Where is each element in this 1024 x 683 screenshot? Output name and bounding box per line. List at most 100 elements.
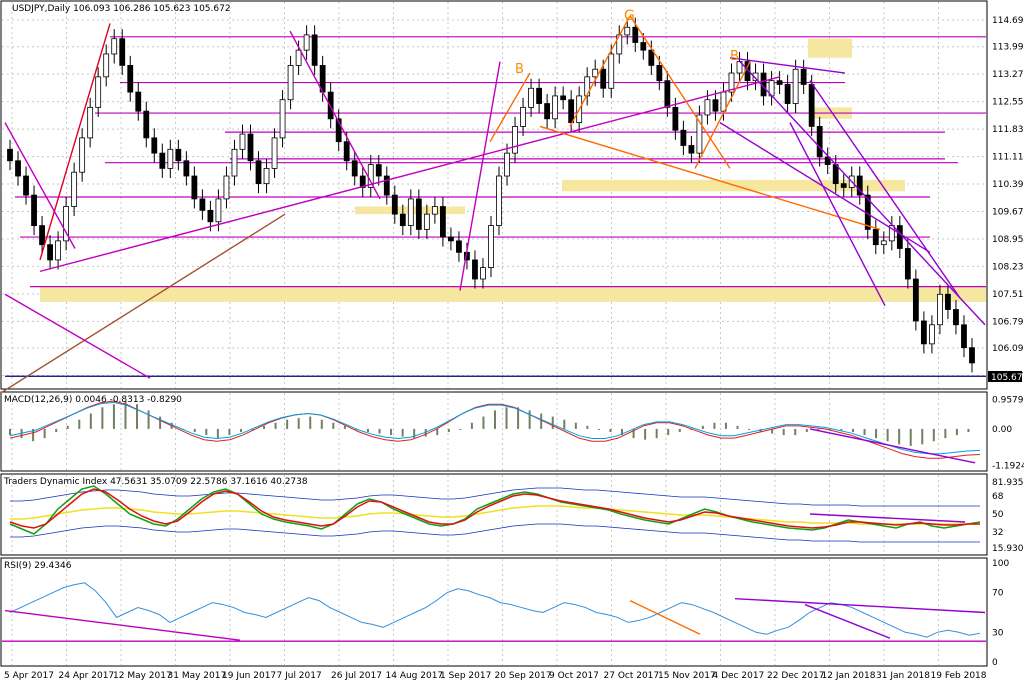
candle-body (568, 99, 575, 124)
supply-demand-zone (808, 38, 852, 58)
macd-bar (482, 416, 485, 429)
candle-body (39, 225, 45, 246)
macd-tick-label: 0.00 (992, 425, 1012, 435)
candle-body (407, 198, 414, 227)
tdi-tick-label: 68 (992, 492, 1004, 502)
candle-body (343, 141, 350, 162)
tdi-signal-line (9, 488, 980, 529)
candle-body (423, 213, 430, 230)
candle-body (127, 65, 134, 93)
candle-body (824, 156, 831, 165)
x-tick-label: 31 May 2017 (168, 671, 227, 681)
candle-body (792, 68, 799, 104)
candle-body (600, 68, 607, 89)
trendline (694, 61, 751, 169)
candle-body (784, 84, 791, 104)
candle-body (79, 137, 86, 173)
trendline (719, 122, 931, 253)
macd-bar (517, 407, 520, 429)
candle-body (95, 76, 102, 108)
candle-body (856, 175, 863, 196)
tdi-tick-label: 81.935 (992, 478, 1024, 488)
macd-bar (967, 428, 970, 432)
candle-body (520, 106, 526, 127)
candle-body (311, 34, 318, 66)
candle-body (223, 175, 230, 200)
candle-body (688, 145, 695, 154)
rsi-line (9, 582, 981, 638)
macd-bar (678, 428, 681, 432)
candle-body (439, 206, 446, 238)
candle-body (728, 72, 735, 93)
candle-body (383, 175, 390, 196)
trendline (289, 30, 381, 200)
candle-body (456, 240, 462, 253)
trendlines (0, 15, 986, 395)
candle-body (624, 26, 631, 36)
macd-bar (586, 425, 589, 429)
tdi-trendline (809, 513, 966, 523)
macd-signal-line (9, 400, 981, 459)
macd-bar (655, 428, 658, 439)
macd-bar (390, 428, 393, 436)
price-tick-label: 110.390 (992, 180, 1024, 190)
candle-body (167, 148, 174, 169)
macd-bar (447, 428, 450, 432)
macd-bar (136, 404, 139, 429)
macd-bar (551, 416, 554, 429)
candle-body (87, 106, 94, 139)
macd-bar (771, 428, 774, 434)
macd-bar (112, 404, 115, 429)
macd-indicator: 0.9579 0.00 -1.1924 (9, 395, 1024, 472)
price-panel-frame (0, 0, 988, 390)
trendline (809, 80, 961, 299)
candle-body (912, 278, 919, 322)
candle-body (303, 34, 310, 51)
macd-bar (736, 425, 739, 429)
macd-bar (470, 422, 473, 429)
tdi-tick-label: 50 (992, 510, 1004, 520)
trendline (39, 23, 111, 261)
tdi-tick-label: 15.9309 (992, 544, 1024, 554)
candle-body (191, 175, 198, 200)
x-tick-label: 26 Jul 2017 (331, 671, 382, 681)
macd-bar (332, 422, 335, 429)
candle-body (664, 80, 671, 108)
x-tick-label: 22 Dec 2017 (767, 671, 825, 681)
macd-bar (309, 416, 312, 429)
rsi-panel-frame (0, 557, 988, 667)
candle-body (945, 293, 951, 310)
candle-body (552, 95, 559, 120)
candle-body (832, 164, 839, 185)
macd-bar (216, 428, 219, 439)
macd-bar (748, 428, 751, 430)
candle-body (247, 133, 254, 162)
macd-bar (66, 425, 69, 429)
candle-body (592, 68, 599, 78)
candle-body (183, 160, 190, 177)
candle-body (351, 160, 358, 177)
macd-bar (574, 422, 577, 429)
macd-bar (632, 428, 635, 439)
macd-bar (366, 428, 369, 432)
macd-bar (320, 419, 323, 429)
candle-body (207, 209, 214, 223)
macd-bar (875, 428, 878, 439)
candle-body (929, 324, 935, 345)
candle-body (375, 164, 382, 177)
price-tick-label: 108.230 (992, 262, 1024, 272)
price-tick-label: 111.110 (992, 153, 1024, 163)
macd-bar (239, 428, 242, 432)
rsi-trendline (804, 603, 891, 639)
candle-body (640, 42, 647, 51)
tdi-lower-band (10, 523, 980, 543)
rsi-tick-label: 0 (992, 658, 998, 668)
candlesticks (7, 17, 975, 373)
trendline (459, 61, 501, 291)
candle-body (808, 84, 815, 127)
candle-body (480, 267, 486, 280)
x-tick-label: 1 Sep 2017 (440, 671, 491, 681)
candle-body (215, 198, 222, 223)
candle-body (143, 110, 150, 139)
candle-body (608, 53, 615, 89)
